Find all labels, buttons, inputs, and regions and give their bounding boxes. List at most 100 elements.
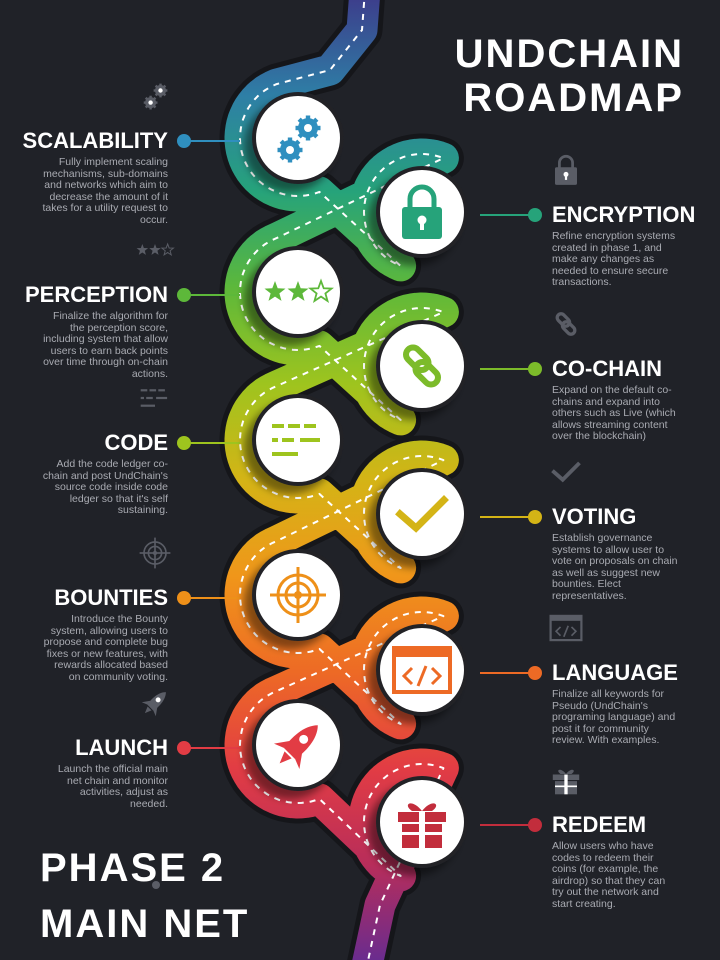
connector-dot — [528, 208, 542, 222]
connector-dot — [177, 288, 191, 302]
stars-icon — [136, 242, 175, 257]
description-line: over time through on-chain — [43, 356, 168, 368]
milestone-description-code: Add the code ledger co-chain and post Un… — [38, 458, 169, 517]
description-line: system, allowing users to — [50, 624, 168, 637]
connector-dot — [528, 510, 542, 524]
description-line: post it for community — [552, 722, 649, 735]
milestone-circle — [380, 472, 464, 556]
description-line: activities, adjust as — [79, 786, 168, 798]
description-line: fixes or new features, with — [46, 647, 168, 660]
description-line: Allow users who have — [552, 840, 654, 852]
milestone-description-perception: Finalize the algorithm for the perception… — [38, 310, 168, 380]
checkmark-icon — [551, 461, 581, 483]
description-line: source code inside code — [54, 481, 168, 493]
code-window-icon — [392, 646, 452, 694]
description-line: codes to redeem their — [552, 851, 654, 864]
milestone-description-language: Finalize all keywords for Pseudo (UndChai… — [552, 688, 692, 747]
description-line: start creating. — [552, 897, 616, 910]
description-line: others such as Live (which — [552, 407, 676, 419]
checkmark-icon — [395, 495, 449, 533]
description-line: make any changes as — [552, 253, 655, 265]
milestone-circle — [380, 324, 464, 408]
description-line: actions. — [131, 367, 168, 380]
description-line: Establish governance — [552, 532, 653, 544]
milestone-description-redeem: Allow users who have codes to redeem thei… — [552, 840, 692, 910]
description-line: systems to allow user to — [552, 543, 665, 556]
connector-dot — [528, 362, 542, 376]
road-center-dashes — [239, 0, 445, 960]
description-line: over the blockchain) — [552, 430, 646, 442]
milestone-description-scalability: Fully implement scaling mechanisms, sub-d… — [38, 156, 168, 226]
phase-line-1: PHASE 2 — [40, 846, 226, 890]
description-line: Refine encryption systems — [552, 230, 676, 242]
milestone-description-launch: Launch the official main net chain and mo… — [38, 763, 168, 810]
description-line: Expand on the default co- — [552, 384, 672, 396]
milestone-heading-launch: LAUNCH — [75, 735, 168, 760]
connector-dot — [177, 134, 191, 148]
description-line: and networks which aim to — [44, 179, 168, 191]
gift-icon — [552, 769, 580, 795]
description-line: allows streaming content — [552, 418, 668, 431]
decorative-dot — [152, 881, 160, 889]
description-line: needed. — [130, 797, 168, 810]
description-line: bounties. Elect — [552, 578, 621, 590]
padlock-icon — [555, 154, 577, 185]
description-line: vote on proposals on chain — [552, 555, 678, 567]
description-line: on community voting. — [68, 670, 168, 683]
description-line: occur. — [139, 213, 168, 226]
description-line: needed to ensure secure — [552, 264, 669, 277]
description-line: Introduce the Bounty — [71, 613, 168, 625]
chain-link-icon — [403, 344, 441, 388]
description-line: created in phase 1, and — [552, 241, 662, 254]
description-line: ledger so that it's self — [69, 492, 168, 505]
chain-link-icon — [555, 312, 577, 336]
milestone-heading-voting: VOTING — [552, 504, 637, 529]
milestone-description-voting: Establish governance systems to allow use… — [552, 532, 692, 602]
description-line: mechanisms, sub-domains — [43, 167, 168, 180]
milestone-description-encryption: Refine encryption systems created in phas… — [552, 230, 692, 289]
description-line: takes for a utility request to — [42, 202, 168, 214]
roadmap-title: UNDCHAIN ROADMAP — [455, 32, 684, 120]
milestone-description-bounties: Introduce the Bounty system, allowing use… — [38, 613, 168, 683]
milestone-circle — [256, 96, 340, 180]
milestone-heading-scalability: SCALABILITY — [22, 128, 168, 153]
code-lines-icon — [272, 424, 320, 456]
gears-icon — [277, 115, 321, 163]
connector-dot — [177, 436, 191, 450]
padlock-icon — [402, 184, 442, 239]
code-lines-icon — [140, 389, 168, 407]
description-line: as well as suggest new — [552, 566, 660, 579]
description-line: Launch the official main — [57, 763, 168, 775]
description-line: Pseudo (UndChain's — [552, 699, 648, 712]
milestone-heading-co-chain: CO-CHAIN — [552, 356, 662, 381]
milestone-heading-perception: PERCEPTION — [24, 282, 168, 307]
description-line: Finalize all keywords for — [552, 688, 665, 700]
description-line: net chain and monitor — [67, 774, 168, 787]
connector-dot — [177, 591, 191, 605]
rocket-icon — [141, 692, 166, 717]
rocket-icon — [273, 725, 318, 770]
description-line: sustaining. — [117, 504, 168, 516]
milestone-heading-language: LANGUAGE — [552, 660, 678, 685]
description-line: including system that allow — [43, 333, 168, 345]
description-line: transactions. — [552, 276, 612, 288]
description-line: chain and post UndChain's — [42, 469, 168, 482]
target-icon — [139, 537, 171, 569]
description-line: airdrop) so that they can — [552, 874, 666, 887]
description-line: users to earn back points — [50, 344, 168, 357]
milestone-circle — [256, 398, 340, 482]
milestone-heading-redeem: REDEEM — [552, 812, 647, 837]
description-line: coins (for example, the — [552, 863, 659, 875]
description-line: Finalize the algorithm for — [53, 310, 168, 322]
description-line: the perception score, — [69, 321, 168, 334]
description-line: Add the code ledger co- — [56, 458, 169, 470]
gears-icon — [143, 83, 168, 110]
title-line-2: ROADMAP — [463, 76, 684, 120]
description-line: programing language) and — [552, 711, 676, 723]
target-icon — [270, 567, 326, 623]
phase-label: PHASE 2 MAIN NET — [40, 840, 249, 952]
description-line: review. With examples. — [552, 734, 660, 746]
milestone-heading-bounties: BOUNTIES — [54, 585, 168, 610]
